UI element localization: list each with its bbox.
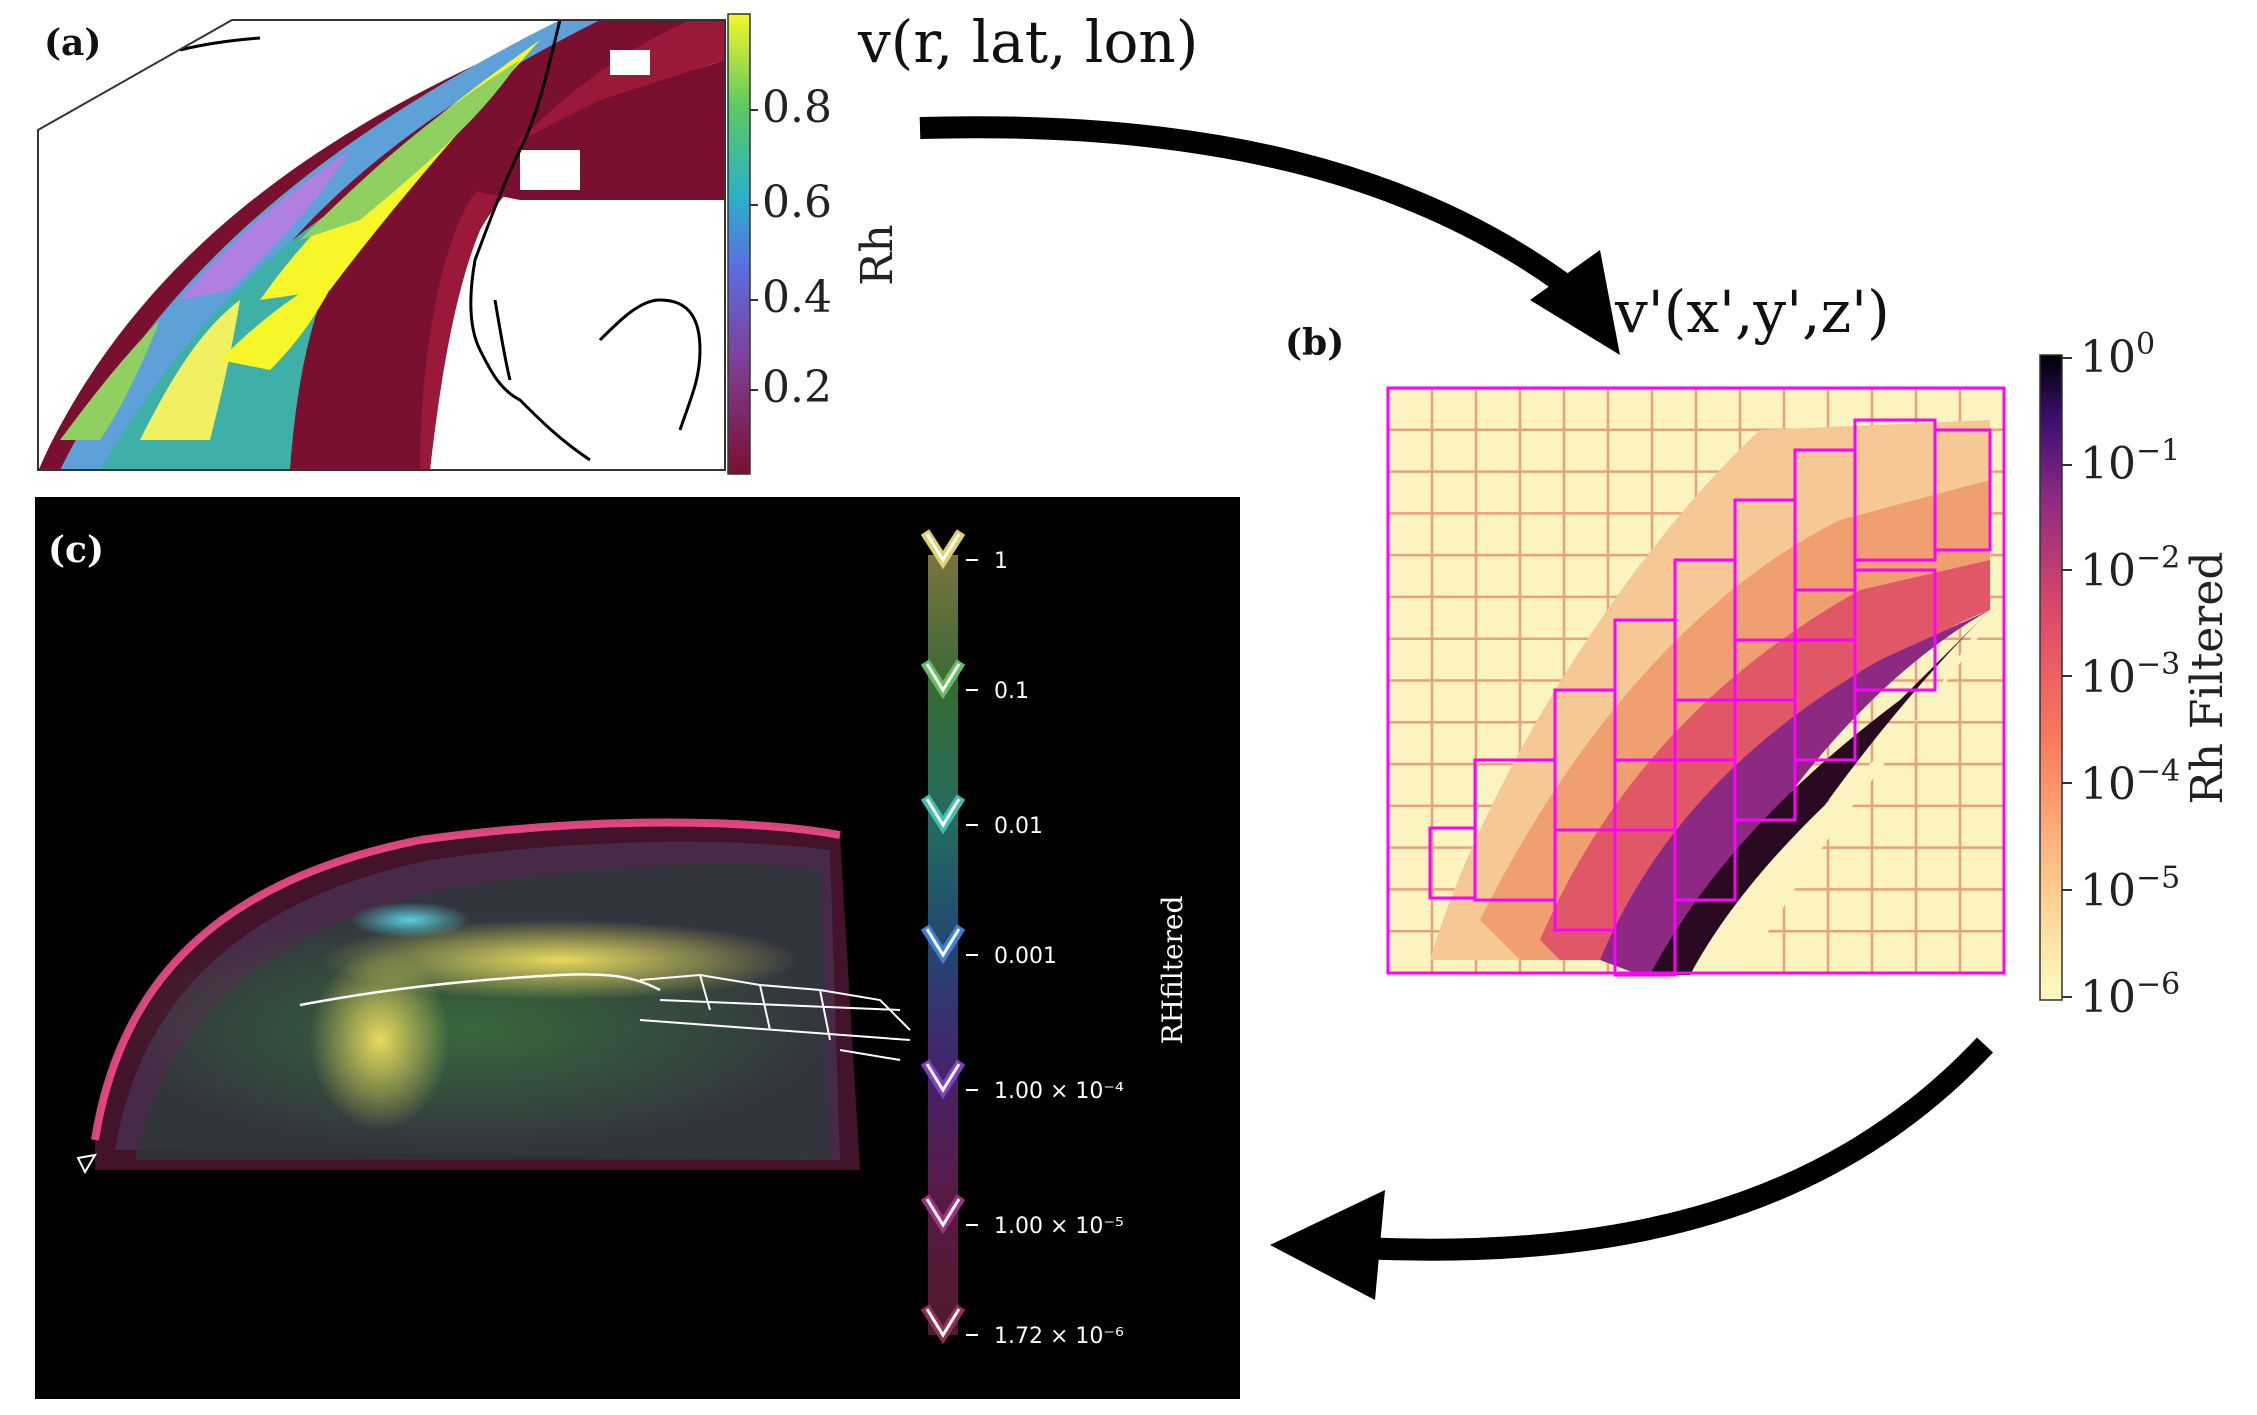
tf-tick-label: 1.00 × 10⁻⁴ <box>994 1079 1124 1104</box>
panel-b-label: (b) <box>1285 322 1344 364</box>
panel-a-tick-3: 0.2 <box>762 362 832 413</box>
panel-c-colorbar-label: RHfiltered <box>1156 896 1189 1045</box>
coastline <box>469 20 702 462</box>
tf-peak-outline <box>925 798 961 828</box>
panel-c-tf-marks: 1 0.1 0.01 0.001 1.00 × 10⁻⁴ 1.00 × 10⁻⁵ 1.72 … <box>920 529 1124 1349</box>
tf-peak-outline <box>925 1198 961 1228</box>
panel-a-frame <box>37 19 726 471</box>
panel-b: v'(x',y',z') (b) <box>1285 278 2233 1023</box>
tf-tick-label: 1 <box>994 549 1008 574</box>
tf-peak-outline <box>925 663 961 693</box>
panel-a-map <box>38 20 725 470</box>
tf-tick-label: 0.01 <box>994 814 1043 839</box>
tf-peak-outline <box>925 1308 961 1338</box>
panel-c-volume <box>76 818 911 1175</box>
panel-a: 0.8 0.6 0.4 0.2 Rh (a) <box>37 13 903 475</box>
panel-b-tick-label: 10−4 <box>2080 754 2180 810</box>
panel-b-coarse-grid <box>1386 386 2006 977</box>
panel-a-colorbar <box>727 13 751 475</box>
panel-b-tick-label: 10−1 <box>2080 434 2180 490</box>
panel-a-tick-2: 0.4 <box>762 272 832 323</box>
arrow-b-to-c <box>1359 1037 1994 1261</box>
panel-b-tick-labels: 100 10−1 10−2 10−3 10−4 10−5 10−6 <box>2080 327 2180 1023</box>
arrow-label-right: v'(x',y',z') <box>1614 278 1890 346</box>
arrow-label-top: v(r, lat, lon) <box>857 8 1198 76</box>
tf-peak-outline <box>925 928 961 958</box>
panel-b-tick-label: 10−2 <box>2080 540 2180 596</box>
panel-b-colorbar-label: Rh Filtered <box>2182 551 2233 804</box>
arrow-b-to-c-head <box>1270 1190 1385 1300</box>
panel-b-tick-label: 10−5 <box>2080 861 2180 917</box>
panel-c-label: (c) <box>48 529 104 571</box>
panel-b-data-arc <box>1430 420 1990 975</box>
tf-tick-label: 0.001 <box>994 944 1057 969</box>
panel-a-colorbar-label: Rh <box>852 224 903 285</box>
panel-c-transfer-function: 1 0.1 0.01 0.001 1.00 × 10⁻⁴ 1.00 × 10⁻⁵ 1.72 … <box>920 529 1124 1349</box>
tf-peak-outline <box>925 533 961 563</box>
panel-b-colorbar-ticks <box>2062 357 2072 998</box>
panel-a-label: (a) <box>44 22 101 64</box>
tf-tick-label: 1.00 × 10⁻⁵ <box>994 1214 1124 1239</box>
tf-tick-label: 0.1 <box>994 679 1029 704</box>
panel-a-tick-0: 0.8 <box>762 82 832 133</box>
panel-b-tick-label: 10−3 <box>2080 647 2180 703</box>
panel-a-tick-1: 0.6 <box>762 177 832 228</box>
tf-peak-outline <box>925 1063 961 1093</box>
arrow-a-to-b-head <box>1530 250 1620 355</box>
arrow-a-to-b <box>919 116 1592 309</box>
panel-b-tick-label: 100 <box>2080 327 2155 383</box>
panel-b-tick-label: 10−6 <box>2080 967 2180 1023</box>
panel-a-colorbar-ticks <box>750 109 758 391</box>
panel-b-colorbar <box>2039 354 2063 1001</box>
tf-tick-label: 1.72 × 10⁻⁶ <box>994 1324 1124 1349</box>
